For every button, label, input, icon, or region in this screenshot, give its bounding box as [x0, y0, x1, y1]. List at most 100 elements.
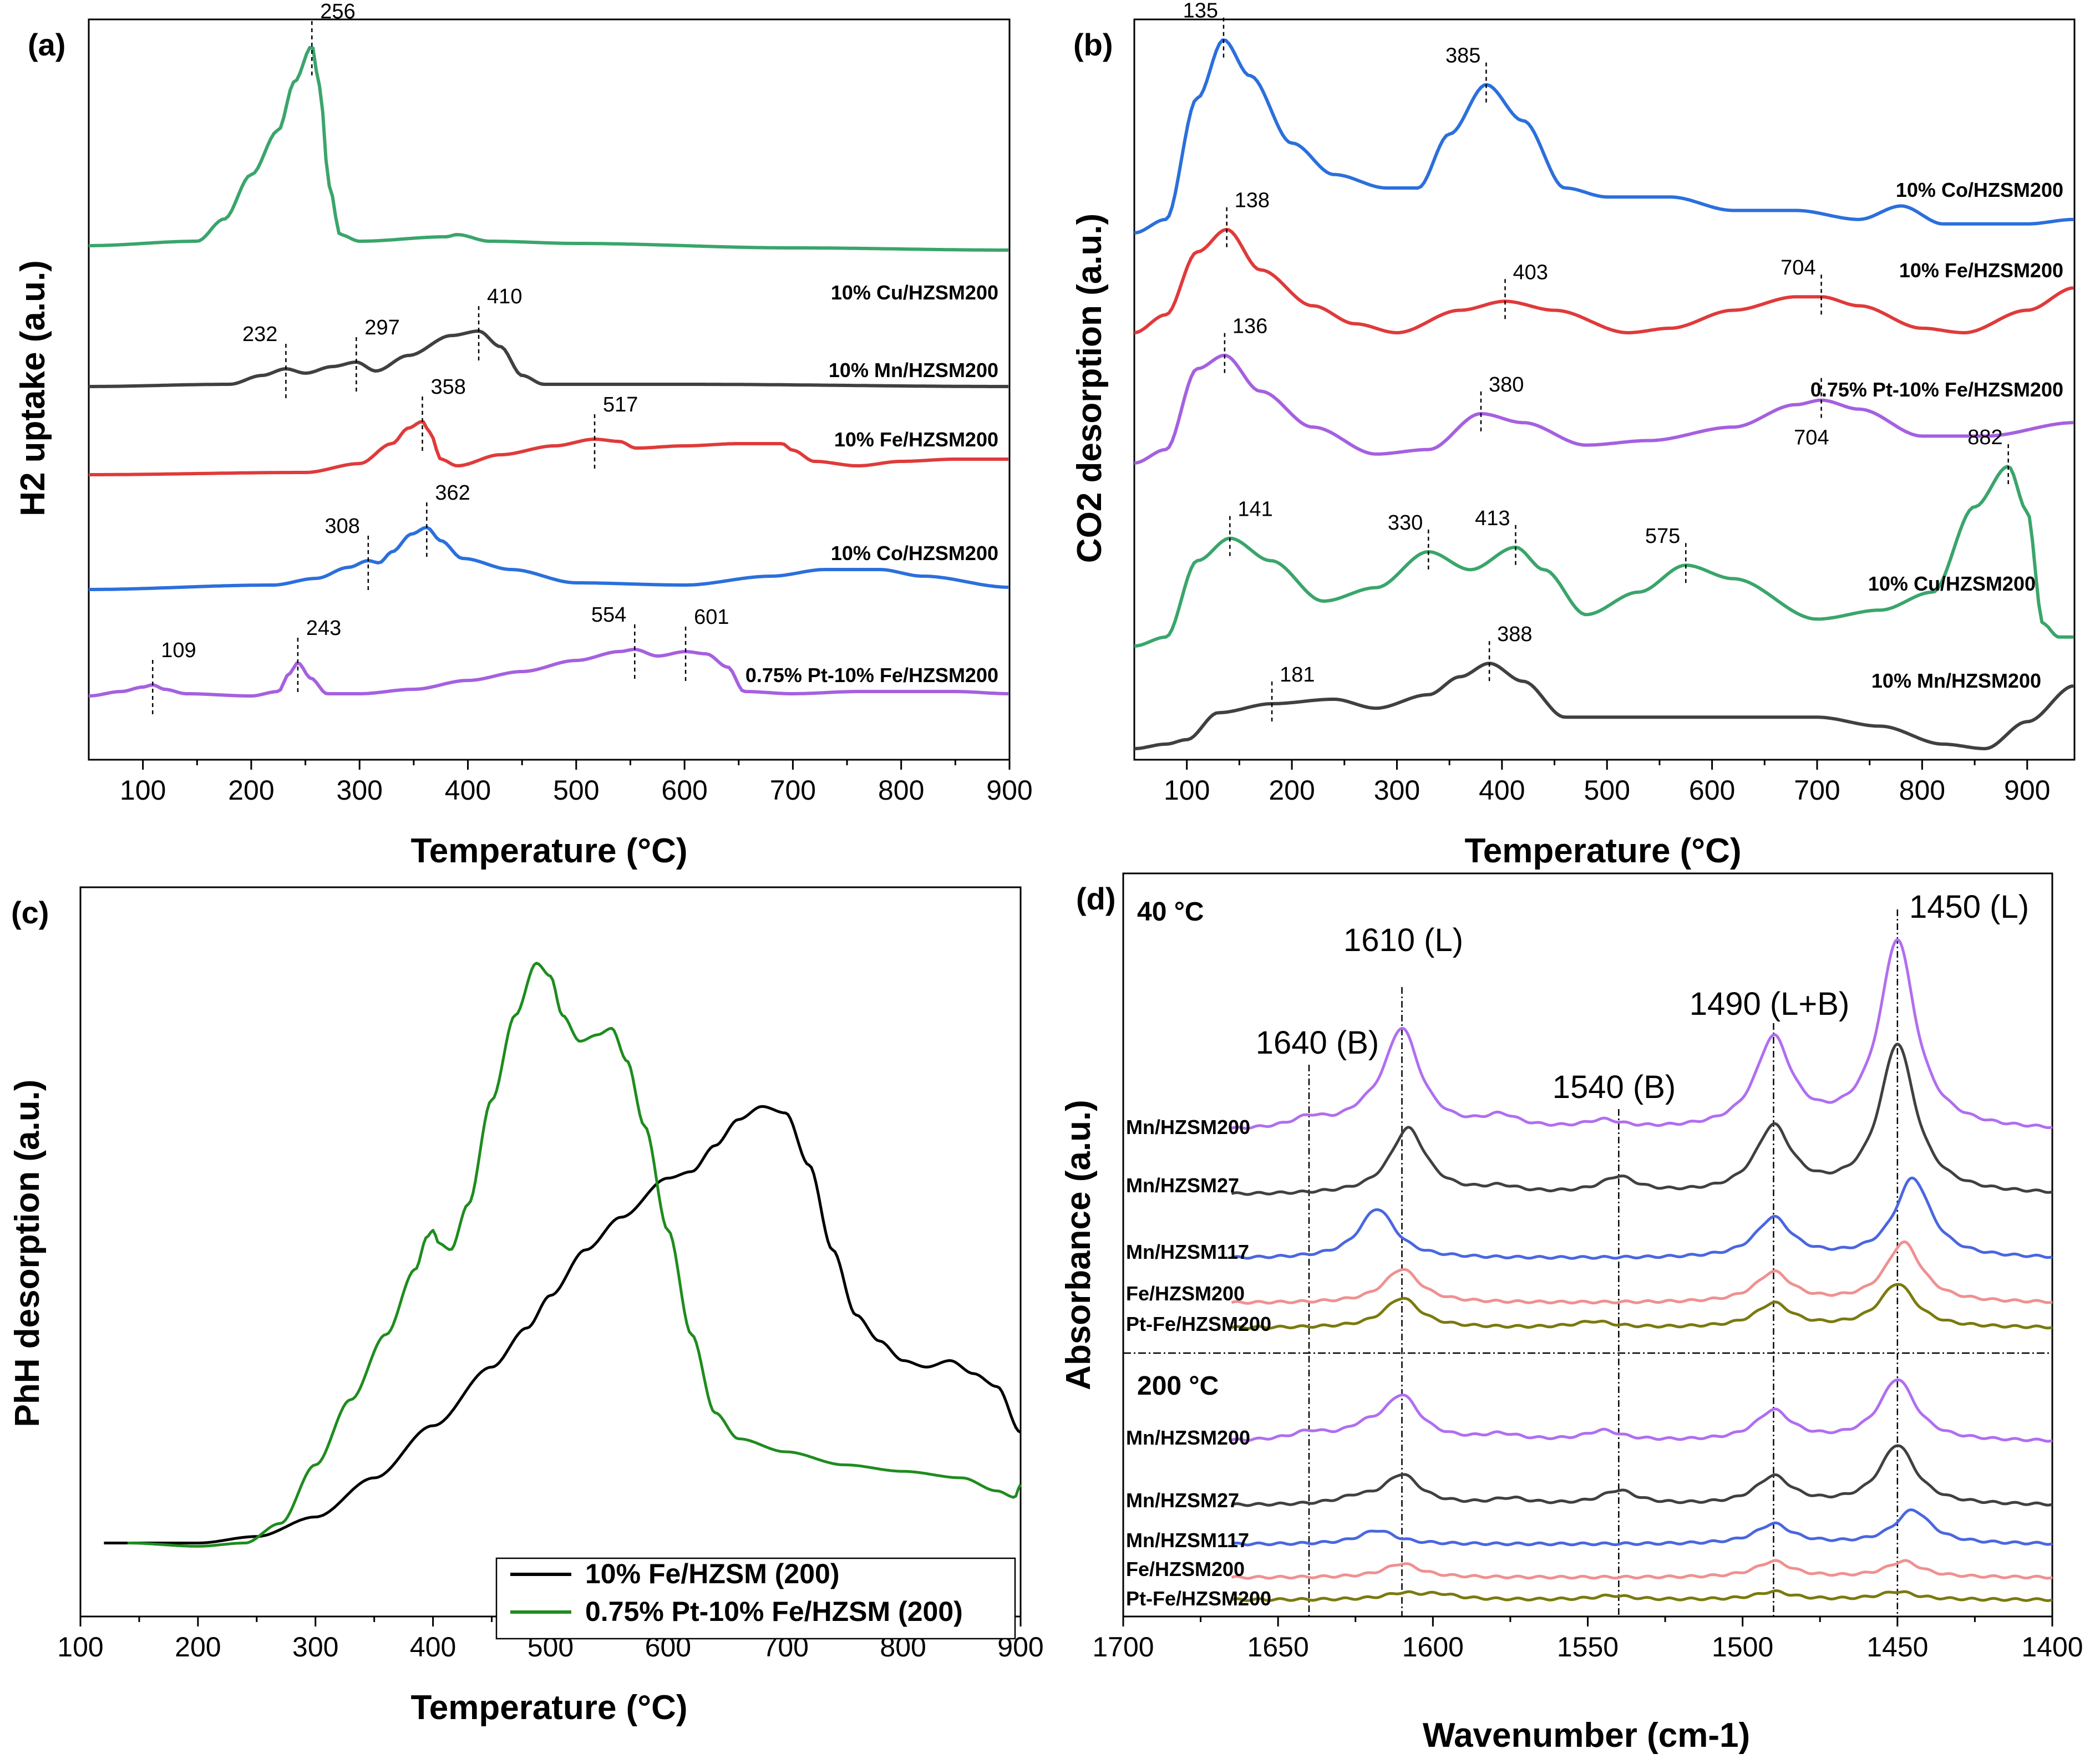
panel-a-peak-label: 297	[364, 316, 399, 339]
panel-d: 1700 1650 1600 1550 1500 1450 1400 Wavenumber (…	[1059, 872, 2083, 1755]
panel-a-xlabel: Temperature (°C)	[410, 832, 687, 870]
panel-b-xaxis-tick-label: 300	[1374, 775, 1420, 806]
panel-a: 100 200 300 400 500 600 700 800 900 Temperature (…	[14, 0, 1033, 870]
panel-c-xaxis-tick-label: 200	[175, 1631, 221, 1663]
panel-a-peak-label: 232	[242, 323, 277, 346]
panel-a-series-label: 10% Cu/HZSM200	[831, 281, 998, 304]
panel-d-peak-label: 1610 (L)	[1343, 922, 1463, 958]
panel-b-series-line	[1134, 227, 2074, 334]
panel-b-xaxis-tick-label: 600	[1689, 775, 1735, 806]
panel-b-peak-label: 141	[1237, 498, 1272, 521]
panel-b-series-label: 10% Fe/HZSM200	[1899, 259, 2063, 282]
panel-a-xaxis-tick-label: 500	[553, 775, 599, 806]
panel-c-xaxis-tick-label: 300	[292, 1631, 338, 1663]
panel-a-xaxis-tick-label: 800	[878, 775, 924, 806]
panel-d-series-line	[1231, 1444, 2053, 1507]
panel-c-series-line	[104, 1105, 1022, 1544]
panel-b-peak-label: 403	[1513, 261, 1548, 284]
panel-d-ylabel: Absorbance (a.u.)	[1059, 1100, 1098, 1390]
panel-a-label: (a)	[28, 27, 65, 62]
panel-b-label: (b)	[1073, 27, 1113, 62]
panel-b-xaxis-tick-label: 800	[1899, 775, 1945, 806]
panel-c-xaxis-tick-label: 100	[57, 1631, 103, 1663]
panel-a-series-line	[88, 648, 1009, 698]
panel-b-ylabel: CO2 desorption (a.u.)	[1071, 213, 1109, 563]
panel-a-series-line	[89, 420, 1008, 476]
panel-d-series-label: Mn/HZSM117	[1126, 1241, 1249, 1263]
panel-b-xaxis-tick-label: 900	[2004, 775, 2050, 806]
panel-d-group-label: 200 °C	[1137, 1371, 1219, 1401]
panel-c-xaxis-tick-label: 400	[410, 1631, 456, 1663]
panel-a-peak-label: 308	[324, 515, 359, 538]
panel-b-peak-label: 181	[1280, 663, 1315, 687]
panel-d-series-line	[1231, 1378, 2053, 1443]
panel-a-series-line	[89, 45, 1008, 252]
panel-c-xlabel: Temperature (°C)	[410, 1689, 687, 1727]
panel-c-legend-box	[495, 1557, 1016, 1640]
panel-d-tick-label: 1600	[1402, 1631, 1464, 1663]
panel-a-peak-label: 358	[431, 375, 466, 399]
panel-b-peak-label: 388	[1497, 623, 1532, 646]
panel-d-peak-label: 1540 (B)	[1553, 1069, 1676, 1105]
panel-b-frame	[1133, 18, 2076, 761]
panel-a-ylabel: H2 uptake (a.u.)	[14, 260, 52, 516]
panel-a-peak-label: 362	[435, 481, 470, 505]
panel-a-peak-label: 601	[694, 606, 729, 629]
panel-b-peak-label: 575	[1645, 525, 1680, 548]
panel-d-tick-label: 1550	[1557, 1631, 1619, 1663]
panel-a-frame	[88, 18, 1011, 761]
panel-b-series-line	[1134, 38, 2074, 235]
panel-d-series-label: Mn/HZSM27	[1126, 1174, 1239, 1197]
panel-a-xaxis-tick-label: 100	[120, 775, 166, 806]
panel-a-peak-label: 554	[591, 603, 626, 627]
panel-a-series-label: 10% Mn/HZSM200	[829, 359, 998, 382]
panel-d-series-line	[1231, 1241, 2053, 1305]
panel-b-series-label: 10% Mn/HZSM200	[1871, 669, 2041, 692]
panel-d-peak-label: 1640 (B)	[1256, 1025, 1379, 1061]
panel-a-peak-label: 243	[306, 617, 341, 640]
panel-a-peak-label: 256	[320, 0, 355, 23]
panel-b-xaxis-tick-label: 200	[1269, 775, 1315, 806]
panel-b-peak-label: 380	[1489, 373, 1524, 396]
panel-d-series-label: Fe/HZSM200	[1126, 1558, 1245, 1580]
panel-a-series-label: 10% Fe/HZSM200	[834, 428, 998, 451]
panel-d-series-line	[1231, 1559, 2053, 1580]
panel-d-series-line	[1231, 1589, 2053, 1602]
panel-d-tick-label: 1700	[1092, 1631, 1154, 1663]
panel-b-xaxis-tick-label: 500	[1584, 775, 1630, 806]
panel-d-tick-label: 1500	[1712, 1631, 1773, 1663]
panel-a-series-line	[89, 329, 1008, 388]
panel-d-series-label: Mn/HZSM200	[1126, 1426, 1250, 1449]
panel-b-peak-label: 136	[1232, 315, 1267, 338]
panel-a-peak-label: 517	[603, 393, 638, 416]
panel-a-peak-label: 109	[161, 639, 196, 662]
panel-b-peak-label: 138	[1235, 189, 1270, 212]
panel-d-series-line	[1231, 1508, 2053, 1547]
panel-b-xlabel: Temperature (°C)	[1464, 832, 1741, 870]
panel-d-series-label: Mn/HZSM27	[1126, 1489, 1239, 1512]
panel-c-legend-label: 0.75% Pt-10% Fe/HZSM (200)	[585, 1596, 963, 1627]
panel-d-peak-label: 1450 (L)	[1909, 889, 2029, 925]
panel-c-legend-label: 10% Fe/HZSM (200)	[585, 1558, 839, 1589]
panel-d-label: (d)	[1076, 881, 1116, 916]
panel-d-series-label: Pt-Fe/HZSM200	[1126, 1587, 1271, 1610]
panel-c-legend: 10% Fe/HZSM (200) 0.75% Pt-10% Fe/HZSM (2…	[495, 1557, 1016, 1640]
panel-b-series-label: 10% Cu/HZSM200	[1868, 572, 2036, 595]
panel-a-xaxis-tick-label: 400	[445, 775, 491, 806]
panel-b-xaxis-tick-label: 700	[1794, 775, 1840, 806]
panel-b-series-line	[1134, 465, 2074, 648]
panel-a-series-label: 10% Co/HZSM200	[831, 542, 998, 565]
panel-d-peak-label: 1490 (L+B)	[1690, 986, 1850, 1022]
panel-c-label: (c)	[11, 895, 49, 930]
panel-b: 100 200 300 400 500 600 700 800 900 Temperature (…	[1071, 0, 2076, 870]
panel-c-frame	[79, 886, 1022, 1618]
panel-d-tick-label: 1400	[2021, 1631, 2083, 1663]
panel-d-group-label: 40 °C	[1137, 897, 1204, 927]
panel-d-tick-label: 1650	[1247, 1631, 1309, 1663]
panel-d-series-label: Mn/HZSM200	[1126, 1116, 1250, 1138]
panel-b-series-label: 10% Co/HZSM200	[1896, 179, 2063, 201]
panel-d-xlabel: Wavenumber (cm-1)	[1423, 1716, 1750, 1755]
panel-b-series-line	[1134, 353, 2074, 465]
